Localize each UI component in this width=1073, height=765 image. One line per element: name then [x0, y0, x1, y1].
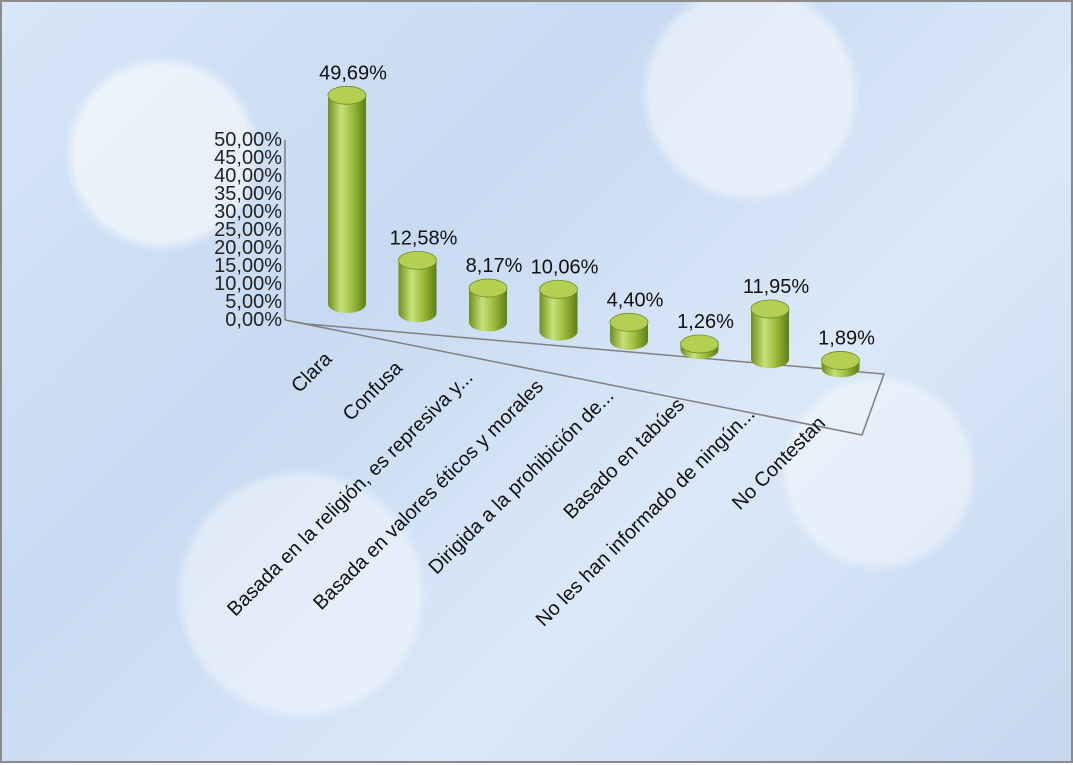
bar-top	[539, 279, 578, 299]
y-tick-label: 40,00%	[214, 165, 282, 187]
axes	[284, 140, 886, 436]
y-tick-label: 30,00%	[214, 201, 282, 223]
bar-2	[398, 250, 437, 323]
y-tick-label: 35,00%	[214, 183, 282, 205]
category-label: Clara	[287, 347, 337, 397]
value-label: 12,58%	[390, 227, 458, 249]
bar-top	[750, 299, 790, 319]
y-tick-label: 25,00%	[214, 219, 282, 241]
value-labels: 49,69% 12,58% 8,17% 10,06% 4,40% 1,26% 11,95% 1…	[319, 62, 875, 349]
bar-1	[327, 85, 367, 313]
value-label: 10,06%	[531, 256, 599, 278]
bar-top	[609, 312, 649, 332]
y-tick-label: 20,00%	[214, 237, 282, 259]
bar-6	[680, 334, 719, 359]
bar-top	[468, 278, 508, 298]
y-tick-label: 45,00%	[214, 147, 282, 169]
bar-top	[327, 85, 367, 105]
bar-top	[821, 351, 860, 370]
bar-5	[609, 312, 649, 350]
value-label: 1,89%	[818, 327, 875, 349]
y-tick-label: 15,00%	[214, 255, 282, 277]
bar-top	[680, 334, 719, 354]
bar-7	[750, 299, 790, 369]
y-tick-label: 50,00%	[214, 129, 282, 151]
bar-8	[821, 351, 860, 378]
value-label: 8,17%	[466, 255, 523, 277]
y-tick-label: 10,00%	[214, 273, 282, 295]
floor-plane	[284, 319, 886, 436]
y-axis-ticks: 0,00%5,00%10,00%15,00%20,00%25,00%30,00%…	[214, 129, 282, 331]
value-label: 4,40%	[607, 289, 664, 311]
y-tick-label: 0,00%	[225, 309, 282, 331]
bar-base	[328, 295, 366, 313]
bar-base	[751, 350, 789, 369]
y-tick-label: 5,00%	[225, 291, 282, 313]
value-label: 11,95%	[743, 276, 810, 298]
bar-body	[328, 95, 366, 304]
bar-3	[468, 278, 508, 332]
category-label: Confusa	[339, 357, 408, 426]
bar-4	[539, 279, 578, 341]
value-label: 49,69%	[319, 62, 387, 84]
bar-top	[398, 250, 437, 270]
bar-base	[469, 313, 507, 332]
bars	[327, 85, 860, 378]
bar-base	[398, 304, 437, 323]
bar-base	[610, 331, 648, 350]
value-label: 1,26%	[677, 311, 734, 333]
bar-base	[539, 322, 578, 341]
